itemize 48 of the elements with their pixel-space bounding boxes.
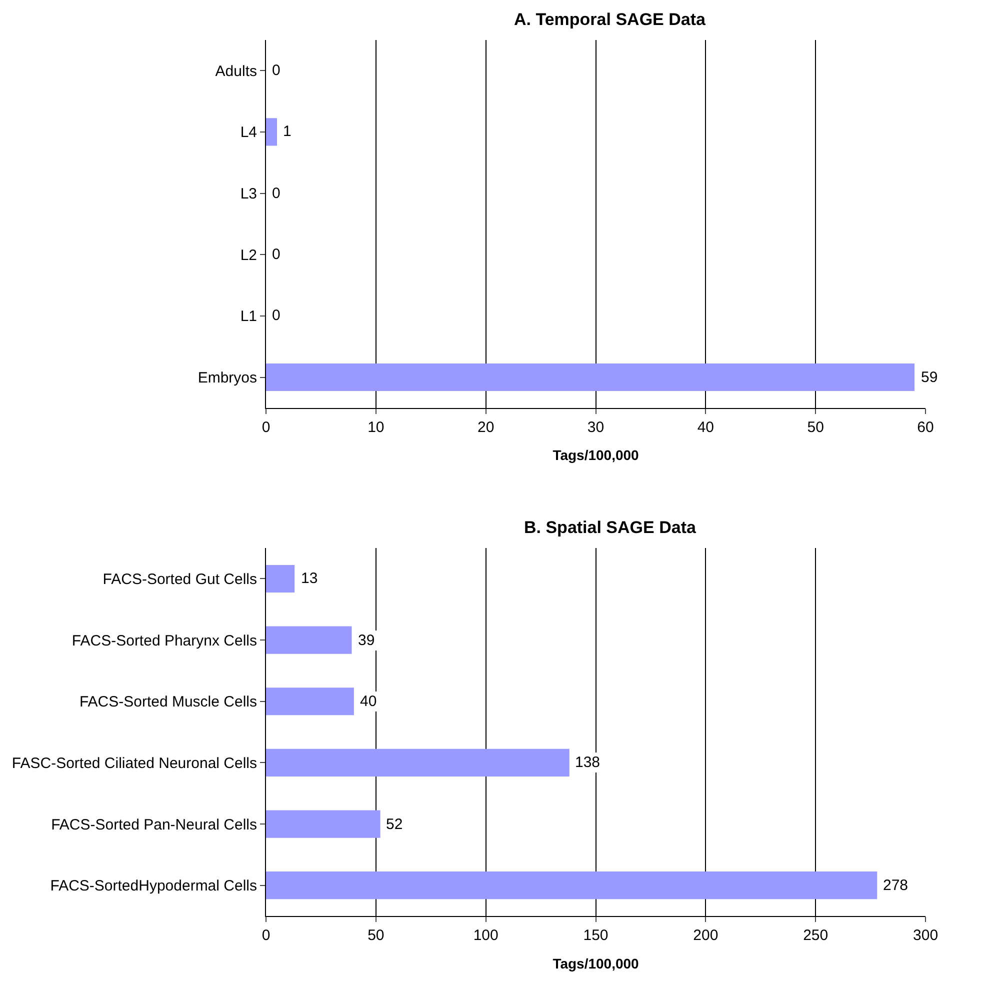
data-label: 0 bbox=[272, 307, 280, 324]
y-tick-label: FACS-Sorted Gut Cells bbox=[102, 570, 257, 588]
x-tick-label: 10 bbox=[368, 418, 384, 436]
x-tick-label: 0 bbox=[262, 418, 270, 436]
bar bbox=[266, 810, 380, 838]
data-label: 0 bbox=[272, 62, 280, 79]
data-label: 0 bbox=[272, 246, 280, 263]
data-label: 59 bbox=[921, 369, 938, 386]
bar bbox=[266, 748, 570, 776]
data-label: 13 bbox=[301, 570, 318, 587]
chart-title: A. Temporal SAGE Data bbox=[514, 10, 706, 29]
data-label: 0 bbox=[272, 185, 280, 202]
y-tick-label: L2 bbox=[240, 246, 257, 264]
y-tick-label: Adults bbox=[215, 62, 257, 80]
data-label: 52 bbox=[386, 816, 403, 833]
x-tick-label: 300 bbox=[913, 927, 938, 944]
bar bbox=[266, 688, 354, 716]
bar bbox=[266, 564, 295, 593]
x-axis-title: Tags/100,000 bbox=[552, 447, 640, 464]
data-label: 1 bbox=[283, 123, 292, 140]
bar bbox=[266, 626, 352, 654]
y-tick-label: L3 bbox=[240, 186, 257, 203]
x-tick-label: 40 bbox=[697, 418, 714, 436]
x-axis-title: Tags/100,000 bbox=[552, 955, 640, 972]
y-tick-label: FACS-Sorted Muscle Cells bbox=[79, 694, 257, 711]
y-tick-label: L1 bbox=[240, 308, 257, 326]
bar bbox=[266, 872, 878, 900]
x-tick-label: 100 bbox=[473, 927, 498, 944]
y-tick-label: FASC-Sorted Ciliated Neuronal Cells bbox=[12, 754, 257, 772]
x-tick-label: 200 bbox=[693, 927, 718, 944]
data-label: 278 bbox=[883, 877, 908, 894]
x-tick-label: 50 bbox=[368, 927, 384, 944]
x-tick-label: 50 bbox=[807, 418, 824, 436]
data-label: 40 bbox=[360, 693, 377, 710]
chart-title: B. Spatial SAGE Data bbox=[524, 518, 696, 537]
data-label: 138 bbox=[575, 754, 600, 771]
y-tick-label: FACS-Sorted Pharynx Cells bbox=[72, 632, 257, 650]
y-tick-label: L4 bbox=[240, 124, 257, 142]
data-label: 39 bbox=[358, 632, 375, 649]
y-tick-label: Embryos bbox=[198, 370, 257, 387]
x-tick-label: 60 bbox=[917, 418, 934, 436]
x-tick-label: 250 bbox=[803, 927, 828, 944]
x-tick-label: 0 bbox=[262, 927, 270, 944]
x-tick-label: 20 bbox=[477, 418, 494, 436]
y-tick-label: FACS-Sorted Pan-Neural Cells bbox=[51, 816, 257, 834]
y-tick-label: FACS-SortedHypodermal Cells bbox=[50, 878, 257, 895]
x-tick-label: 150 bbox=[583, 927, 608, 944]
x-tick-label: 30 bbox=[587, 418, 604, 436]
